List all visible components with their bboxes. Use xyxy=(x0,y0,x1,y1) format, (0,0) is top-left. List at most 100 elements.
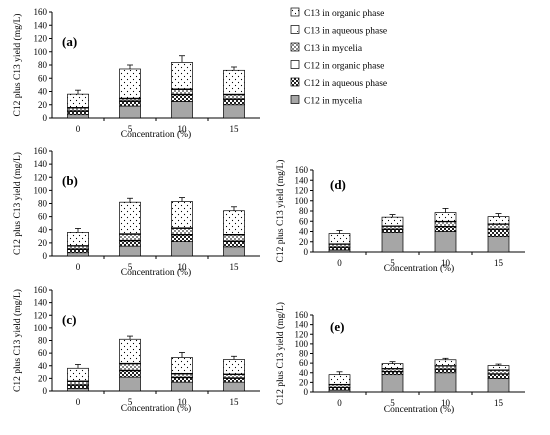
y-tick-label: 100 xyxy=(34,185,48,195)
y-tick-label: 60 xyxy=(38,73,48,83)
bar-segment xyxy=(328,233,351,245)
bar-segment xyxy=(223,246,245,257)
legend-swatch xyxy=(290,7,300,17)
bar-segment xyxy=(119,376,141,392)
y-tick-label: 100 xyxy=(34,323,48,333)
x-axis-label: Concentration (%) xyxy=(121,129,191,140)
bar-segment xyxy=(171,377,193,383)
x-axis-label: Concentration (%) xyxy=(121,403,191,414)
x-tick-label: 10 xyxy=(441,398,451,408)
y-tick-label: 140 xyxy=(34,159,48,169)
bar-segment xyxy=(171,89,193,95)
bar-segment xyxy=(119,233,141,241)
bar-segment xyxy=(381,216,404,227)
bar-segment xyxy=(223,381,245,392)
bar-segment xyxy=(223,378,245,383)
bar-segment xyxy=(171,228,193,235)
y-tick-label: 80 xyxy=(38,199,48,209)
x-axis-label: Concentration (%) xyxy=(121,267,191,278)
x-tick-label: 10 xyxy=(178,397,188,407)
y-tick-label: 40 xyxy=(38,361,48,371)
y-tick-label: 0 xyxy=(43,386,48,396)
legend-swatch xyxy=(290,60,300,69)
y-tick-label: 140 xyxy=(295,320,309,330)
legend-swatch xyxy=(290,42,300,52)
x-tick-label: 0 xyxy=(76,124,81,134)
bar-segment xyxy=(223,359,245,375)
x-axis-label: Concentration (%) xyxy=(384,263,454,274)
bar-segment xyxy=(381,374,404,393)
bar-segment xyxy=(223,234,245,242)
bar-segment xyxy=(223,210,245,235)
x-tick-label: 10 xyxy=(178,262,188,272)
x-tick-label: 15 xyxy=(494,258,504,268)
bar-segment xyxy=(434,212,457,222)
bar-segment xyxy=(487,365,510,371)
y-tick-label: 120 xyxy=(34,34,48,44)
bar-segment xyxy=(171,94,193,102)
y-tick-label: 20 xyxy=(299,237,309,247)
y-tick-label: 120 xyxy=(34,310,48,320)
y-tick-label: 40 xyxy=(299,227,309,237)
bar-segment xyxy=(328,387,351,391)
y-tick-label: 120 xyxy=(295,186,309,196)
x-tick-label: 15 xyxy=(494,398,504,408)
bar-segment xyxy=(171,357,193,374)
bar-segment xyxy=(487,216,510,225)
bar-segment xyxy=(171,101,193,119)
bar-segment xyxy=(223,94,245,100)
bar-segment xyxy=(487,378,510,393)
x-tick-label: 15 xyxy=(230,397,240,407)
bar-segment xyxy=(119,68,141,99)
legend: C13 in organic phase C13 in aqueous phase… xyxy=(290,7,387,107)
y-tick-label: 20 xyxy=(38,238,48,248)
bar-segment xyxy=(119,338,141,364)
legend-label: C13 in aqueous phase xyxy=(304,27,387,37)
y-tick-label: 0 xyxy=(43,251,48,261)
bar-segment xyxy=(171,61,193,90)
bar-segment xyxy=(119,363,141,371)
y-tick-label: 140 xyxy=(34,298,48,308)
bar-segment xyxy=(381,371,404,376)
bar-segment xyxy=(223,69,245,95)
bar-segment xyxy=(67,367,89,382)
y-tick-label: 80 xyxy=(38,336,48,346)
bar-segment xyxy=(328,374,351,385)
y-tick-label: 20 xyxy=(38,100,48,110)
bar-segment xyxy=(434,221,457,227)
x-tick-label: 5 xyxy=(390,258,395,268)
x-tick-label: 10 xyxy=(441,258,451,268)
y-tick-label: 20 xyxy=(299,377,309,387)
x-tick-label: 5 xyxy=(128,397,133,407)
bar-segment xyxy=(223,99,245,106)
bar-segment xyxy=(67,107,89,112)
bar-segment xyxy=(487,373,510,379)
bar-segment xyxy=(171,241,193,257)
bar-segment xyxy=(67,381,89,386)
y-axis-label: C12 plus C13 yield (mg/L) xyxy=(275,160,286,263)
bar-segment xyxy=(381,363,404,369)
bar-segment xyxy=(171,381,193,392)
panel-label: (c) xyxy=(62,312,76,327)
y-tick-label: 60 xyxy=(38,348,48,358)
bar-segment xyxy=(434,359,457,366)
bar-segment xyxy=(119,240,141,247)
y-tick-label: 80 xyxy=(299,349,309,359)
y-tick-label: 60 xyxy=(299,216,309,226)
panel-label: (a) xyxy=(62,34,77,49)
x-tick-label: 0 xyxy=(76,262,81,272)
y-tick-label: 40 xyxy=(299,368,309,378)
x-tick-label: 15 xyxy=(230,262,240,272)
x-tick-label: 5 xyxy=(128,124,133,134)
y-tick-label: 160 xyxy=(295,310,309,320)
bar-segment xyxy=(119,201,141,235)
x-tick-label: 0 xyxy=(337,398,342,408)
y-tick-label: 140 xyxy=(295,175,309,185)
y-tick-label: 100 xyxy=(295,196,309,206)
bar-segment xyxy=(67,232,89,246)
y-tick-label: 40 xyxy=(38,225,48,235)
